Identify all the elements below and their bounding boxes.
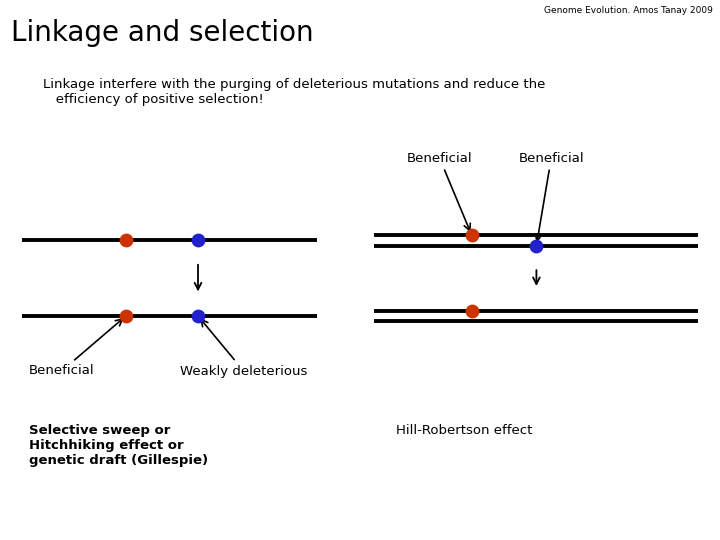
- Text: Genome Evolution. Amos Tanay 2009: Genome Evolution. Amos Tanay 2009: [544, 6, 713, 16]
- Text: Beneficial: Beneficial: [518, 152, 584, 241]
- Text: Selective sweep or
Hitchhiking effect or
genetic draft (Gillespie): Selective sweep or Hitchhiking effect or…: [29, 424, 208, 467]
- Text: Beneficial: Beneficial: [29, 319, 122, 377]
- Point: [466, 231, 477, 239]
- Text: Hill-Robertson effect: Hill-Robertson effect: [396, 424, 532, 437]
- Point: [120, 312, 132, 320]
- Text: Linkage and selection: Linkage and selection: [11, 19, 313, 47]
- Point: [531, 241, 542, 250]
- Text: Linkage interfere with the purging of deleterious mutations and reduce the
   ef: Linkage interfere with the purging of de…: [43, 78, 546, 106]
- Point: [120, 236, 132, 245]
- Point: [192, 312, 204, 320]
- Text: Beneficial: Beneficial: [407, 152, 472, 231]
- Point: [192, 236, 204, 245]
- Text: Weakly deleterious: Weakly deleterious: [180, 320, 307, 377]
- Point: [466, 306, 477, 315]
